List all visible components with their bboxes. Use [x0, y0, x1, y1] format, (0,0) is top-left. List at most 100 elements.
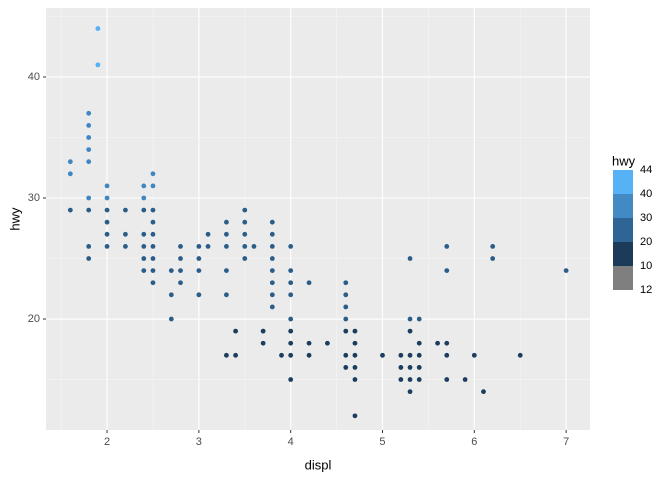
- point: [444, 377, 450, 382]
- point: [343, 292, 349, 298]
- point: [150, 207, 156, 213]
- point: [288, 352, 294, 358]
- point: [407, 389, 413, 395]
- point: [343, 316, 349, 322]
- point: [517, 352, 523, 358]
- point: [269, 256, 275, 261]
- point: [481, 389, 486, 395]
- point: [67, 171, 73, 177]
- point: [205, 231, 211, 237]
- point: [141, 207, 147, 213]
- point: [86, 122, 92, 128]
- point: [168, 292, 174, 298]
- point: [288, 244, 294, 249]
- point: [288, 268, 294, 274]
- point: [416, 377, 422, 382]
- legend-key: [613, 242, 633, 266]
- point: [242, 231, 248, 237]
- point: [269, 304, 275, 310]
- point: [380, 352, 385, 358]
- legend-label: 10: [640, 260, 652, 272]
- point: [168, 316, 174, 322]
- point: [196, 256, 202, 261]
- point: [306, 352, 312, 358]
- point: [444, 268, 450, 274]
- point: [563, 268, 569, 274]
- point: [288, 316, 294, 322]
- point: [352, 413, 358, 419]
- panel: [46, 8, 590, 430]
- point: [242, 219, 248, 225]
- point: [233, 328, 238, 334]
- point: [416, 352, 422, 358]
- point: [444, 340, 450, 346]
- point: [86, 256, 92, 261]
- point: [490, 244, 496, 249]
- point: [269, 219, 275, 225]
- point: [123, 231, 128, 237]
- point: [251, 244, 257, 249]
- point: [416, 365, 422, 370]
- legend-key: [613, 170, 633, 194]
- y-tick-label: 40: [28, 71, 40, 83]
- y-axis-title: hwy: [7, 207, 22, 231]
- x-tick-label: 7: [563, 436, 569, 448]
- point: [242, 244, 248, 249]
- point: [288, 292, 294, 298]
- point: [407, 352, 413, 358]
- x-tick-label: 3: [196, 436, 202, 448]
- y-tick-label: 30: [28, 192, 40, 204]
- point: [343, 280, 349, 286]
- point: [178, 244, 183, 249]
- legend-key: [613, 266, 633, 290]
- point: [471, 352, 477, 358]
- point: [141, 244, 147, 249]
- legend-title: hwy: [612, 153, 636, 168]
- point: [325, 340, 330, 346]
- legend-label: 30: [640, 212, 652, 224]
- point: [398, 365, 404, 370]
- point: [224, 231, 229, 237]
- point: [67, 159, 73, 165]
- point: [104, 195, 110, 201]
- point: [150, 171, 156, 177]
- point: [224, 244, 229, 249]
- point: [343, 365, 349, 370]
- point: [490, 256, 496, 261]
- point: [288, 377, 294, 382]
- x-tick-label: 5: [379, 436, 385, 448]
- point: [86, 110, 92, 116]
- point: [123, 244, 128, 249]
- point: [343, 328, 349, 334]
- point: [269, 244, 275, 249]
- point: [104, 231, 110, 237]
- point: [86, 244, 92, 249]
- point: [141, 231, 147, 237]
- point: [141, 183, 147, 189]
- point: [260, 340, 266, 346]
- point: [352, 365, 358, 370]
- point: [343, 304, 349, 310]
- point: [178, 268, 183, 274]
- legend-key: [613, 218, 633, 242]
- point: [224, 292, 229, 298]
- legend-label: 20: [640, 236, 652, 248]
- point: [288, 340, 294, 346]
- x-tick-label: 6: [471, 436, 477, 448]
- legend-label: 12: [640, 284, 652, 296]
- point: [104, 219, 110, 225]
- point: [224, 268, 229, 274]
- point: [141, 268, 147, 274]
- point: [352, 340, 358, 346]
- point: [86, 207, 92, 213]
- point: [288, 328, 294, 334]
- point: [95, 26, 101, 31]
- point: [141, 256, 147, 261]
- point: [269, 231, 275, 237]
- x-tick-label: 4: [288, 436, 294, 448]
- point: [407, 365, 413, 370]
- x-tick-label: 2: [104, 436, 110, 448]
- point: [306, 280, 312, 286]
- point: [288, 280, 294, 286]
